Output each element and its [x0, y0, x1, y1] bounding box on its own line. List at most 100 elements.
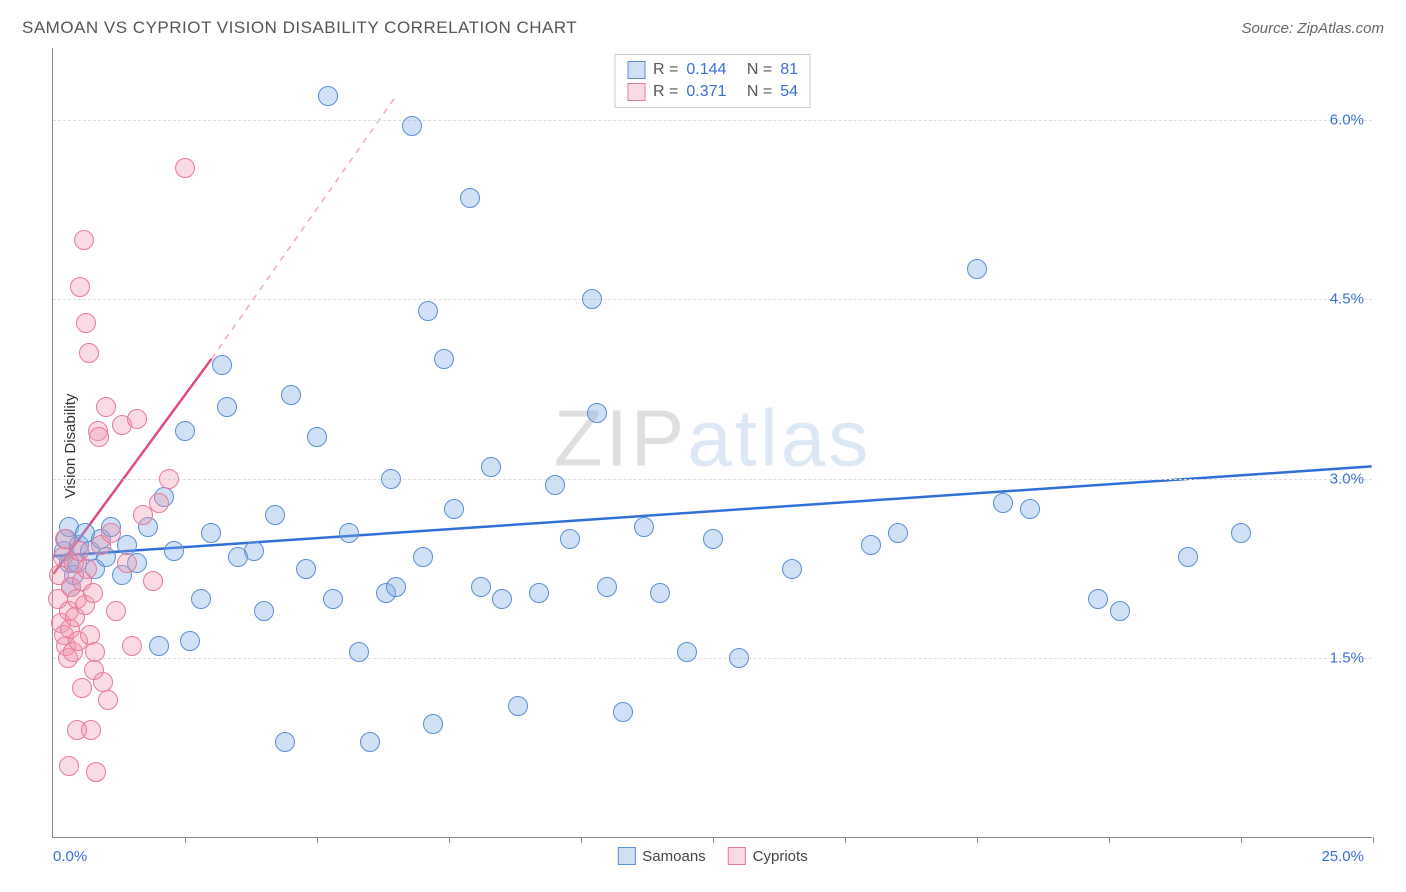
data-point — [96, 397, 116, 417]
legend-item-samoans: Samoans — [617, 847, 705, 865]
data-point — [888, 523, 908, 543]
data-point — [164, 541, 184, 561]
data-point — [782, 559, 802, 579]
data-point — [159, 469, 179, 489]
data-point — [59, 756, 79, 776]
y-tick-label: 6.0% — [1330, 111, 1364, 128]
x-tick — [317, 837, 318, 843]
plot-area: ZIPatlas R = 0.144 N = 81 R = 0.371 N = … — [52, 48, 1372, 838]
data-point — [83, 583, 103, 603]
swatch-cypriots-bottom — [728, 847, 746, 865]
data-point — [74, 230, 94, 250]
data-point — [201, 523, 221, 543]
swatch-samoans — [627, 61, 645, 79]
data-point — [180, 631, 200, 651]
x-tick — [1241, 837, 1242, 843]
data-point — [143, 571, 163, 591]
data-point — [529, 583, 549, 603]
data-point — [76, 313, 96, 333]
data-point — [729, 648, 749, 668]
data-point — [85, 642, 105, 662]
n-label: N = — [747, 83, 772, 101]
x-tick — [185, 837, 186, 843]
data-point — [175, 158, 195, 178]
r-value-samoans: 0.144 — [686, 61, 726, 79]
data-point — [434, 349, 454, 369]
data-point — [244, 541, 264, 561]
legend-item-cypriots: Cypriots — [728, 847, 808, 865]
gridline — [53, 658, 1372, 659]
data-point — [106, 601, 126, 621]
chart-title: SAMOAN VS CYPRIOT VISION DISABILITY CORR… — [22, 18, 577, 38]
watermark-text-a: ZIP — [554, 393, 687, 482]
data-point — [98, 690, 118, 710]
data-point — [93, 672, 113, 692]
data-point — [86, 762, 106, 782]
data-point — [471, 577, 491, 597]
legend-series: Samoans Cypriots — [617, 847, 807, 865]
data-point — [423, 714, 443, 734]
y-tick-label: 3.0% — [1330, 470, 1364, 487]
x-axis-origin-label: 0.0% — [53, 848, 87, 865]
data-point — [122, 636, 142, 656]
data-point — [413, 547, 433, 567]
data-point — [323, 589, 343, 609]
data-point — [444, 499, 464, 519]
data-point — [360, 732, 380, 752]
x-tick — [845, 837, 846, 843]
data-point — [1020, 499, 1040, 519]
data-point — [508, 696, 528, 716]
data-point — [492, 589, 512, 609]
data-point — [101, 523, 121, 543]
data-point — [72, 678, 92, 698]
data-point — [149, 636, 169, 656]
data-point — [307, 427, 327, 447]
data-point — [281, 385, 301, 405]
gridline — [53, 479, 1372, 480]
data-point — [70, 277, 90, 297]
source-label: Source: ZipAtlas.com — [1241, 20, 1384, 37]
watermark-text-b: atlas — [687, 393, 871, 482]
data-point — [149, 493, 169, 513]
data-point — [175, 421, 195, 441]
data-point — [80, 625, 100, 645]
x-tick — [1373, 837, 1374, 843]
data-point — [212, 355, 232, 375]
data-point — [582, 289, 602, 309]
trend-lines — [53, 48, 1372, 837]
r-value-cypriots: 0.371 — [686, 83, 726, 101]
y-tick-label: 1.5% — [1330, 650, 1364, 667]
x-tick — [581, 837, 582, 843]
data-point — [275, 732, 295, 752]
n-label: N = — [747, 61, 772, 79]
data-point — [339, 523, 359, 543]
data-point — [381, 469, 401, 489]
data-point — [1231, 523, 1251, 543]
data-point — [587, 403, 607, 423]
data-point — [217, 397, 237, 417]
data-point — [127, 409, 147, 429]
data-point — [89, 427, 109, 447]
gridline — [53, 299, 1372, 300]
swatch-samoans-bottom — [617, 847, 635, 865]
gridline — [53, 120, 1372, 121]
legend-label-cypriots: Cypriots — [753, 848, 808, 865]
legend-stats: R = 0.144 N = 81 R = 0.371 N = 54 — [614, 54, 811, 108]
legend-stats-row-samoans: R = 0.144 N = 81 — [627, 59, 798, 81]
data-point — [703, 529, 723, 549]
x-axis-max-label: 25.0% — [1321, 848, 1364, 865]
data-point — [1178, 547, 1198, 567]
data-point — [545, 475, 565, 495]
data-point — [254, 601, 274, 621]
swatch-cypriots — [627, 83, 645, 101]
chart-header: SAMOAN VS CYPRIOT VISION DISABILITY CORR… — [22, 18, 1384, 38]
data-point — [77, 559, 97, 579]
y-tick-label: 4.5% — [1330, 291, 1364, 308]
data-point — [349, 642, 369, 662]
x-tick — [449, 837, 450, 843]
x-tick — [977, 837, 978, 843]
data-point — [481, 457, 501, 477]
n-value-samoans: 81 — [780, 61, 798, 79]
data-point — [117, 553, 137, 573]
legend-label-samoans: Samoans — [642, 848, 705, 865]
